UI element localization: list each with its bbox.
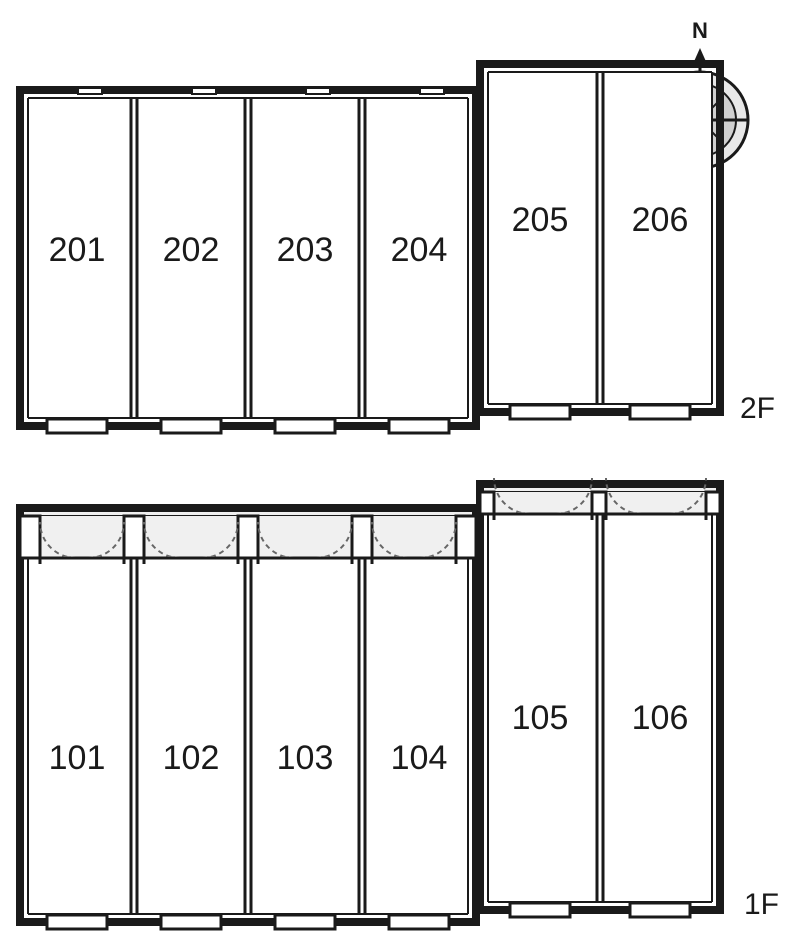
door-notch xyxy=(275,419,335,433)
door-notch xyxy=(630,903,690,917)
floor-1-block-left: 101 102 103 104 xyxy=(20,508,476,929)
unit-label: 205 xyxy=(512,201,569,239)
unit-label: 103 xyxy=(277,739,334,777)
door-notch xyxy=(389,419,449,433)
door-notch xyxy=(161,915,221,929)
unit-label: 204 xyxy=(391,231,448,269)
unit-label: 202 xyxy=(163,231,220,269)
floor-1-label: 1F xyxy=(744,888,779,921)
floor-1-block-right: 105 106 xyxy=(480,478,720,917)
floor-2-block-right: 205 206 xyxy=(480,64,720,419)
door-notch xyxy=(389,915,449,929)
compass-n-label: N xyxy=(692,18,708,43)
door-notch xyxy=(510,903,570,917)
unit-label: 106 xyxy=(632,699,689,737)
floor-plan-diagram: N2012022032042052062F1011021031041051061… xyxy=(0,0,800,942)
unit-label: 105 xyxy=(512,699,569,737)
unit-label: 201 xyxy=(49,231,106,269)
unit-label: 203 xyxy=(277,231,334,269)
door-notch xyxy=(47,915,107,929)
unit-label: 102 xyxy=(163,739,220,777)
floor-2-block-left: 201 202 203 204 xyxy=(20,88,476,433)
door-notch xyxy=(630,405,690,419)
unit-label: 104 xyxy=(391,739,448,777)
door-notch xyxy=(510,405,570,419)
door-notch xyxy=(47,419,107,433)
door-notch xyxy=(161,419,221,433)
unit-label: 101 xyxy=(49,739,106,777)
floor-2-label: 2F xyxy=(740,392,775,425)
unit-label: 206 xyxy=(632,201,689,239)
door-notch xyxy=(275,915,335,929)
